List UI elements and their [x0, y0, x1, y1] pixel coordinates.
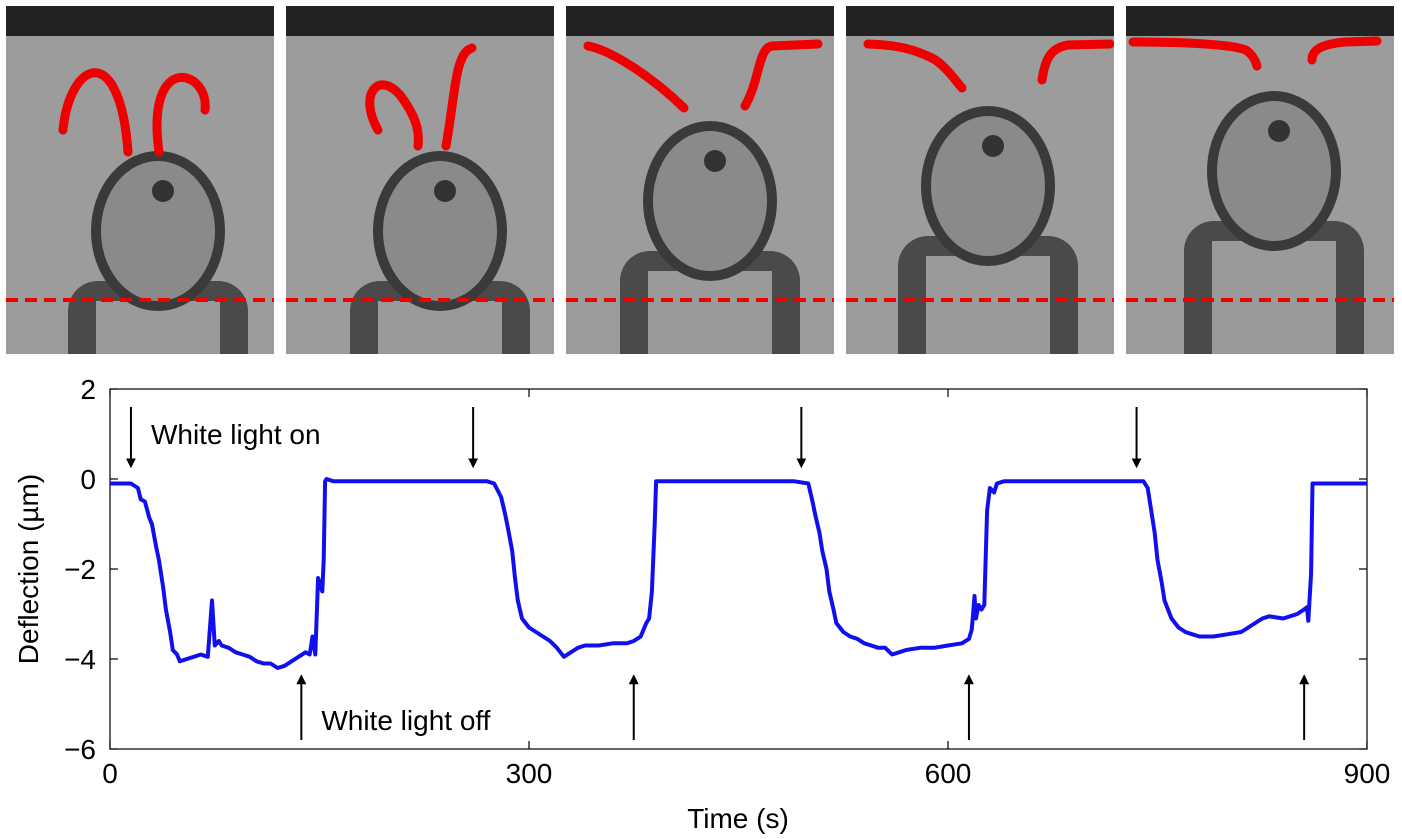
cell-body	[91, 151, 225, 311]
deflection-chart: 20−2−4−6 0 300 600 900 White light onWhite …	[13, 374, 1390, 834]
antenna-trace	[1037, 39, 1114, 85]
antenna-trace	[863, 39, 967, 93]
cell-body	[1207, 91, 1341, 251]
micrograph-image	[6, 6, 274, 354]
y-axis-label: Deflection (µm)	[13, 474, 44, 664]
micrograph-panel-2	[286, 6, 554, 354]
micrograph-image	[846, 6, 1114, 354]
deflection-series-line	[110, 477, 1367, 670]
y-tick-label: 0	[80, 464, 96, 495]
micrograph-panel-4	[846, 6, 1114, 354]
x-tick-label: 300	[506, 758, 553, 789]
micrograph-image	[1126, 6, 1394, 354]
cell-body	[373, 151, 507, 311]
y-axis: 2 0 −2 −4 −6	[64, 374, 1367, 765]
y-tick-label: −4	[64, 644, 96, 675]
cell-body	[643, 121, 777, 281]
micrograph-image	[286, 6, 554, 354]
cell-body	[921, 106, 1055, 266]
annotation-arrows: White light on White light off	[125, 407, 1310, 740]
antenna-trace	[58, 68, 133, 157]
micrograph-image	[566, 6, 834, 354]
x-tick-label: 0	[102, 758, 118, 789]
antenna-trace	[583, 41, 689, 113]
x-tick-label: 600	[925, 758, 972, 789]
x-tick-label: 900	[1344, 758, 1391, 789]
light-off-label: White light off	[321, 705, 490, 736]
x-axis-label: Time (s)	[687, 803, 789, 834]
y-tick-label: −2	[64, 554, 96, 585]
micrograph-panel-1	[6, 6, 274, 354]
micrograph-panel-5	[1126, 6, 1394, 354]
antenna-trace	[152, 72, 210, 157]
light-on-label: White light on	[151, 419, 321, 450]
y-tick-label: 2	[80, 374, 96, 405]
antenna-trace	[1128, 37, 1262, 71]
micrograph-panel-3	[566, 6, 834, 354]
x-axis: 0 300 600 900	[102, 389, 1390, 789]
antenna-trace	[441, 43, 477, 151]
micrograph-panels	[0, 0, 1402, 356]
antenna-trace	[740, 39, 823, 111]
antenna-trace	[1307, 36, 1382, 65]
antenna-trace	[365, 80, 423, 151]
y-tick-label: −6	[64, 734, 96, 765]
